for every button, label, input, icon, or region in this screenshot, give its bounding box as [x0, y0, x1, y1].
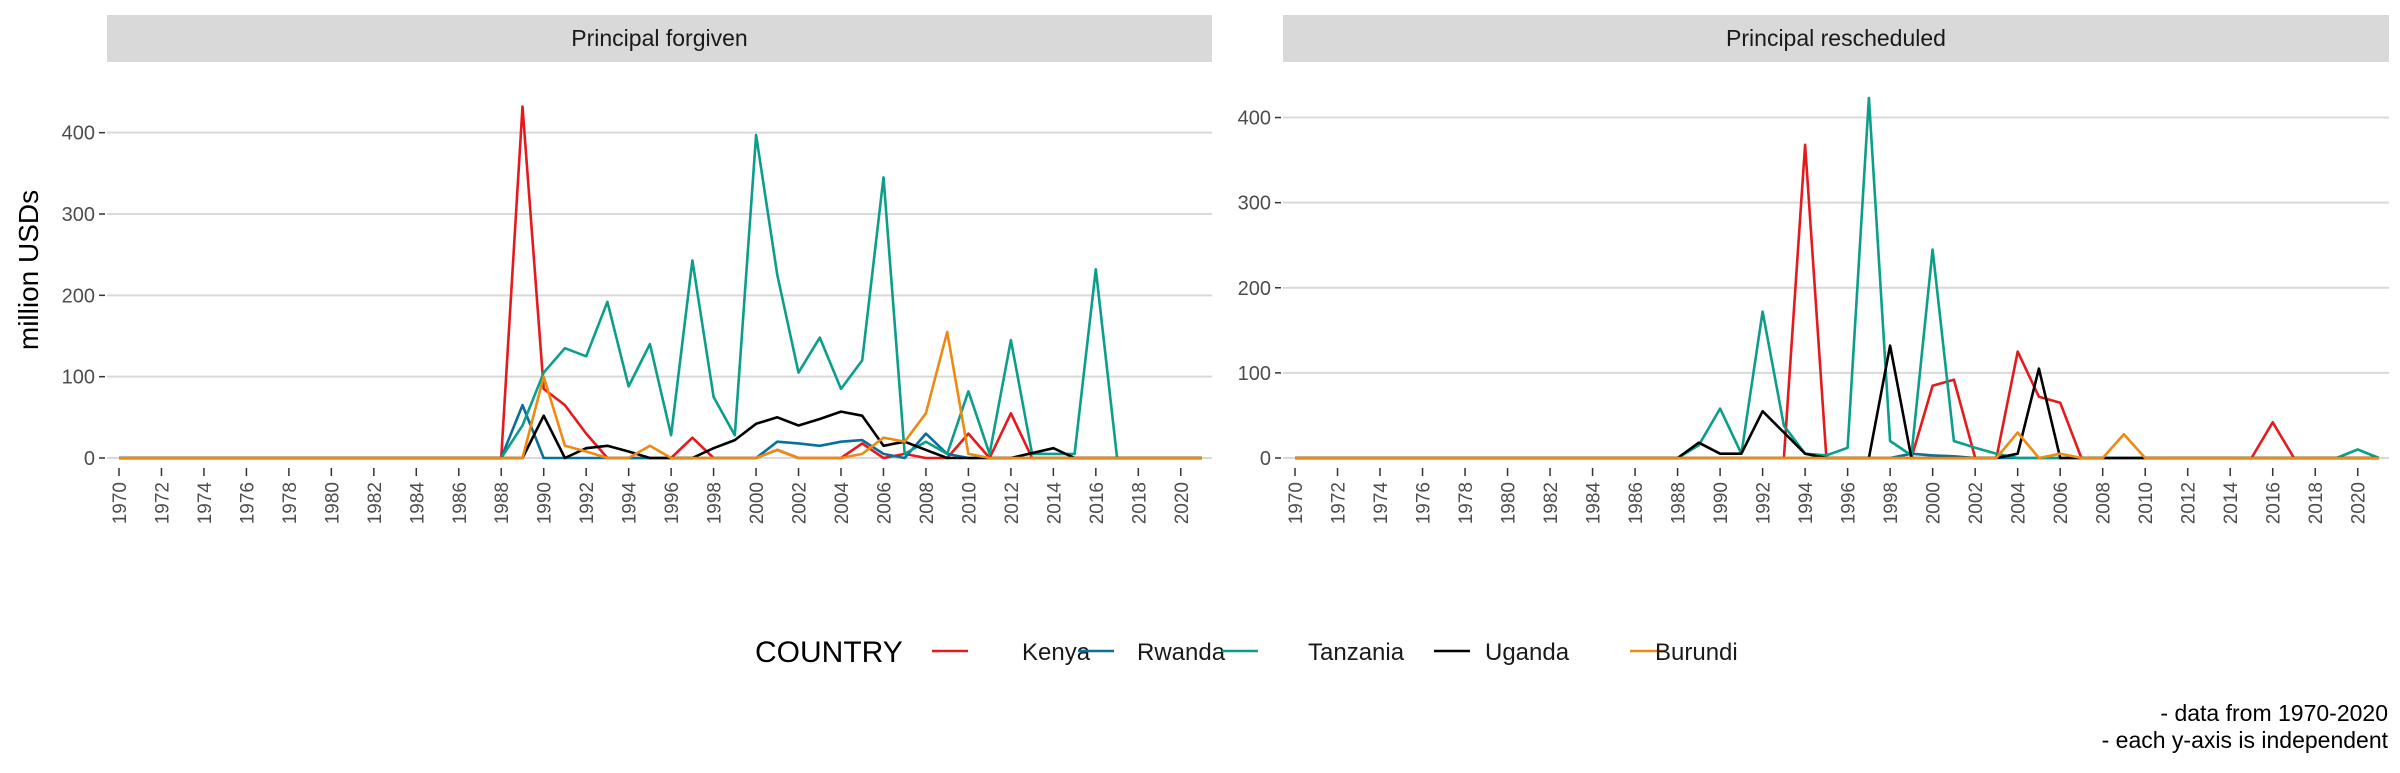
- x-tick-label: 1980: [322, 482, 343, 524]
- x-tick-label: 2008: [917, 482, 938, 524]
- x-tick-label: 1978: [280, 482, 301, 524]
- x-tick-label: 1978: [1456, 482, 1477, 524]
- panels: Principal forgiven 0 100 200 300 400 1970 1972 1…: [62, 15, 2389, 524]
- x-tick-label: 2000: [1924, 482, 1945, 524]
- legend: COUNTRY Kenya Rwanda Tanzania Uganda Burundi: [755, 636, 1738, 669]
- x-tick-label: 1972: [1329, 482, 1350, 524]
- x-tick-label: 2012: [1002, 482, 1023, 524]
- x-tick-label: 1986: [1626, 482, 1647, 524]
- x-tick-label: 2014: [1044, 482, 1065, 525]
- y-axis-title: million USDs: [13, 190, 44, 350]
- x-tick-label: 2008: [2094, 482, 2115, 524]
- series-line-kenya: [1295, 143, 2379, 460]
- legend-label-uganda: Uganda: [1485, 639, 1570, 666]
- x-tick-label: 2012: [2179, 482, 2200, 524]
- y-tick-label: 300: [1238, 193, 1271, 215]
- y-tick-label: 200: [1238, 278, 1271, 300]
- series-line-tanzania: [1295, 96, 2380, 460]
- x-tick-label: 1994: [1796, 482, 1817, 525]
- x-tick-label: 1984: [1584, 482, 1605, 525]
- legend-label-rwanda: Rwanda: [1137, 639, 1226, 666]
- x-tick-label: 1982: [365, 482, 386, 524]
- x-tick-label: 2020: [2349, 482, 2370, 524]
- x-tick-label: 1970: [1286, 482, 1307, 524]
- series-line-rwanda: [119, 403, 1202, 460]
- y-tick-label: 100: [62, 367, 95, 389]
- x-tick-label: 1990: [1711, 482, 1732, 524]
- x-tick-label: 1998: [705, 482, 726, 524]
- x-tick-label: 2014: [2221, 482, 2242, 525]
- x-tick-label: 1988: [1669, 482, 1690, 524]
- x-tick-label: 2010: [959, 482, 980, 524]
- panel-2: Principal rescheduled 0 100 200 300 400 1970 19…: [1238, 15, 2389, 524]
- x-tick-label: 1976: [1414, 482, 1435, 524]
- x-tick-label: 1974: [195, 482, 216, 525]
- x-tick-label: 2004: [2009, 482, 2030, 525]
- series-line-burundi: [119, 330, 1202, 460]
- y-tick-label: 400: [1238, 108, 1271, 130]
- x-tick-label: 2002: [790, 482, 811, 524]
- caption-line-1: - data from 1970-2020: [2160, 700, 2388, 726]
- legend-label-kenya: Kenya: [1022, 639, 1091, 666]
- legend-label-burundi: Burundi: [1655, 639, 1738, 666]
- panel-1: Principal forgiven 0 100 200 300 400 1970 1972 1…: [62, 15, 1212, 524]
- x-tick-label: 2016: [1087, 482, 1108, 524]
- y-tick-label: 200: [62, 285, 95, 307]
- y-tick-label: 0: [1260, 448, 1271, 470]
- x-tick-label: 2002: [1966, 482, 1987, 524]
- x-tick-label: 1984: [407, 482, 428, 525]
- y-tick-label: 0: [84, 448, 95, 470]
- panel-title: Principal rescheduled: [1726, 25, 1946, 51]
- x-tick-label: 1976: [237, 482, 258, 524]
- x-tick-label: 2006: [874, 482, 895, 524]
- x-tick-label: 2006: [2051, 482, 2072, 524]
- panel-strip: [1283, 15, 2389, 62]
- caption-line-2: - each y-axis is independent: [2102, 727, 2389, 753]
- panel-strip: [107, 15, 1212, 62]
- x-tick-label: 2010: [2136, 482, 2157, 524]
- x-tick-label: 1990: [535, 482, 556, 524]
- x-tick-label: 2018: [2306, 482, 2327, 524]
- x-tick-label: 1992: [577, 482, 598, 524]
- x-tick-label: 1992: [1754, 482, 1775, 524]
- x-tick-label: 1970: [110, 482, 131, 524]
- x-tick-label: 1982: [1541, 482, 1562, 524]
- x-tick-label: 1998: [1881, 482, 1902, 524]
- x-tick-label: 2000: [747, 482, 768, 524]
- legend-title: COUNTRY: [755, 636, 903, 669]
- series-line-uganda: [119, 410, 1202, 460]
- y-tick-label: 400: [62, 123, 95, 145]
- x-tick-label: 1986: [450, 482, 471, 524]
- x-tick-label: 2020: [1172, 482, 1193, 524]
- y-tick-label: 100: [1238, 363, 1271, 385]
- series-line-kenya: [119, 105, 1202, 460]
- x-tick-label: 1980: [1499, 482, 1520, 524]
- series-line-uganda: [1295, 344, 2379, 460]
- series-line-burundi: [1295, 431, 2379, 460]
- x-tick-label: 1974: [1371, 482, 1392, 525]
- legend-label-tanzania: Tanzania: [1308, 639, 1405, 666]
- x-tick-label: 1972: [152, 482, 173, 524]
- x-tick-label: 2018: [1129, 482, 1150, 524]
- x-tick-label: 1994: [620, 482, 641, 525]
- x-tick-label: 1996: [1839, 482, 1860, 524]
- panel-title: Principal forgiven: [571, 25, 747, 51]
- x-tick-label: 2016: [2264, 482, 2285, 524]
- series-line-tanzania: [119, 133, 1202, 460]
- y-tick-label: 300: [62, 204, 95, 226]
- x-tick-label: 1996: [662, 482, 683, 524]
- x-tick-label: 2004: [832, 482, 853, 525]
- x-tick-label: 1988: [492, 482, 513, 524]
